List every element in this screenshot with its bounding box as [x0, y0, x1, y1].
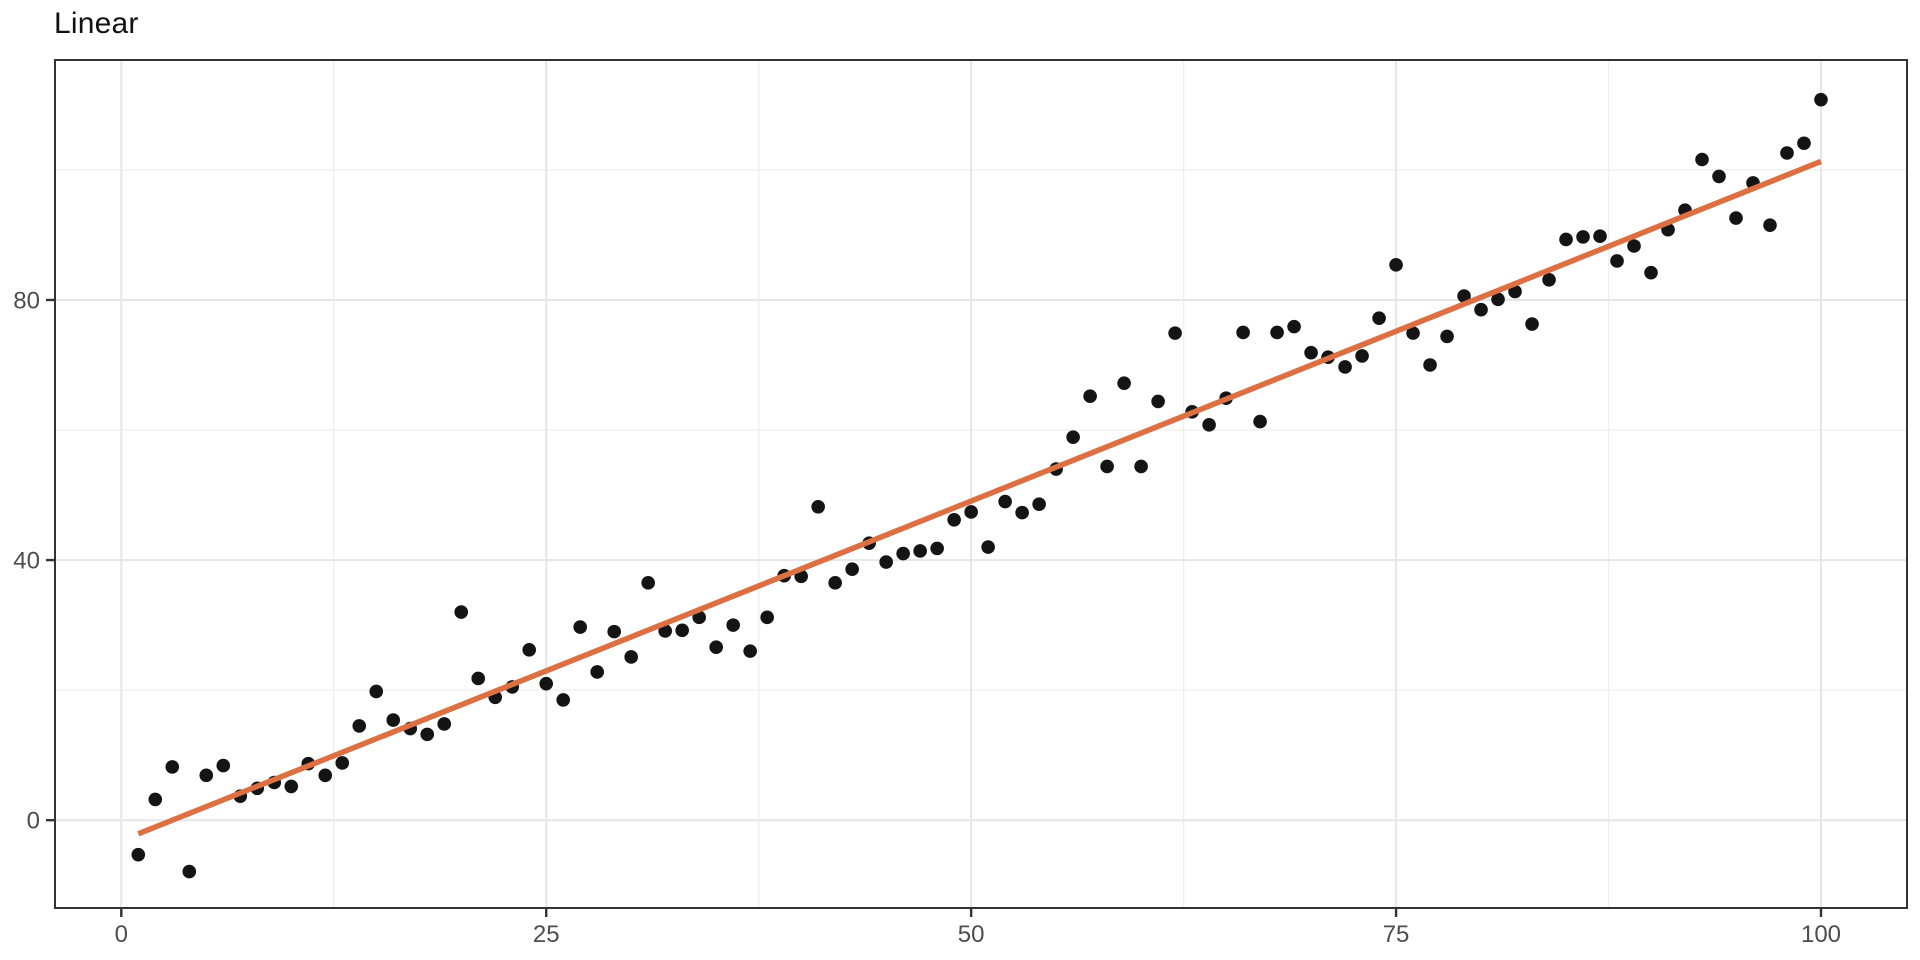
data-point — [1389, 258, 1403, 272]
data-point — [896, 546, 910, 561]
data-point — [1117, 376, 1131, 391]
data-point — [420, 727, 435, 742]
data-point — [148, 792, 163, 807]
data-point — [1593, 229, 1607, 244]
data-point — [913, 544, 927, 558]
plot-panel — [55, 60, 1907, 908]
data-point — [1644, 265, 1658, 280]
data-point — [1627, 239, 1641, 253]
data-point — [1525, 317, 1539, 331]
data-point — [369, 684, 384, 699]
data-point — [1474, 302, 1488, 317]
data-point — [216, 758, 231, 773]
chart-title: Linear — [54, 7, 139, 40]
data-point — [1304, 345, 1318, 360]
data-point — [1338, 360, 1352, 374]
trend-line — [137, 158, 1823, 837]
data-point — [1457, 289, 1471, 303]
data-point — [1780, 146, 1794, 160]
data-point — [709, 640, 723, 655]
data-point — [1559, 232, 1573, 247]
data-point — [1729, 211, 1743, 225]
data-point — [998, 494, 1012, 509]
x-axis-tick-label: 25 — [533, 921, 560, 948]
data-point — [556, 693, 571, 707]
data-point — [1610, 254, 1624, 268]
data-point — [1270, 325, 1284, 340]
data-point — [1083, 389, 1097, 404]
data-point — [1406, 326, 1420, 340]
data-point — [981, 540, 995, 554]
data-point — [352, 719, 367, 733]
data-point — [879, 555, 893, 569]
data-point — [1066, 430, 1080, 444]
data-point — [1695, 152, 1709, 167]
data-point — [1372, 311, 1386, 325]
data-point — [1287, 319, 1301, 334]
data-point — [539, 676, 554, 691]
data-point — [182, 864, 197, 879]
data-point — [1355, 349, 1369, 363]
data-point — [1202, 418, 1216, 432]
data-point — [760, 610, 774, 625]
data-point — [1168, 326, 1182, 340]
x-axis-tick-label: 100 — [1801, 921, 1841, 948]
data-point — [1814, 92, 1828, 107]
data-point — [1151, 394, 1165, 409]
data-point — [199, 768, 214, 783]
data-point — [1440, 329, 1454, 344]
data-point — [964, 505, 978, 519]
x-axis-tick-label: 50 — [958, 921, 985, 948]
data-point — [1508, 284, 1522, 299]
data-point — [284, 779, 299, 794]
data-point — [131, 847, 146, 862]
data-point — [811, 499, 825, 514]
data-point — [607, 624, 622, 639]
data-point — [1576, 230, 1590, 244]
data-point — [1797, 136, 1811, 151]
data-point — [1134, 459, 1148, 474]
data-point — [845, 562, 859, 576]
data-point — [828, 576, 842, 590]
data-point — [947, 512, 961, 527]
data-point — [386, 713, 401, 727]
y-axis-tick-label: 80 — [13, 287, 40, 314]
data-point — [930, 541, 944, 556]
data-point — [1253, 414, 1267, 429]
y-axis-tick-label: 40 — [13, 547, 40, 574]
data-point — [726, 618, 740, 632]
data-point — [1542, 273, 1556, 287]
data-point — [1763, 218, 1777, 232]
data-point — [165, 760, 180, 774]
data-point — [318, 768, 333, 783]
data-point — [641, 576, 655, 590]
data-point — [590, 665, 605, 679]
x-axis-tick-label: 0 — [115, 921, 128, 948]
data-point — [1712, 169, 1726, 184]
data-point — [454, 605, 469, 619]
data-point — [1100, 459, 1114, 474]
data-point — [1236, 325, 1250, 340]
data-point — [573, 620, 588, 634]
data-point — [1032, 497, 1046, 511]
data-point — [1015, 505, 1029, 520]
data-point — [471, 671, 486, 686]
y-axis-tick-label: 0 — [27, 808, 40, 835]
panel-border — [54, 59, 1908, 909]
data-point — [1491, 292, 1505, 307]
data-point — [1423, 358, 1437, 372]
x-axis-tick-label: 75 — [1383, 921, 1410, 948]
data-point — [335, 756, 350, 770]
data-point — [437, 717, 452, 731]
data-point — [743, 644, 757, 658]
data-point — [675, 623, 689, 638]
data-point — [624, 650, 639, 664]
data-point — [522, 643, 537, 657]
